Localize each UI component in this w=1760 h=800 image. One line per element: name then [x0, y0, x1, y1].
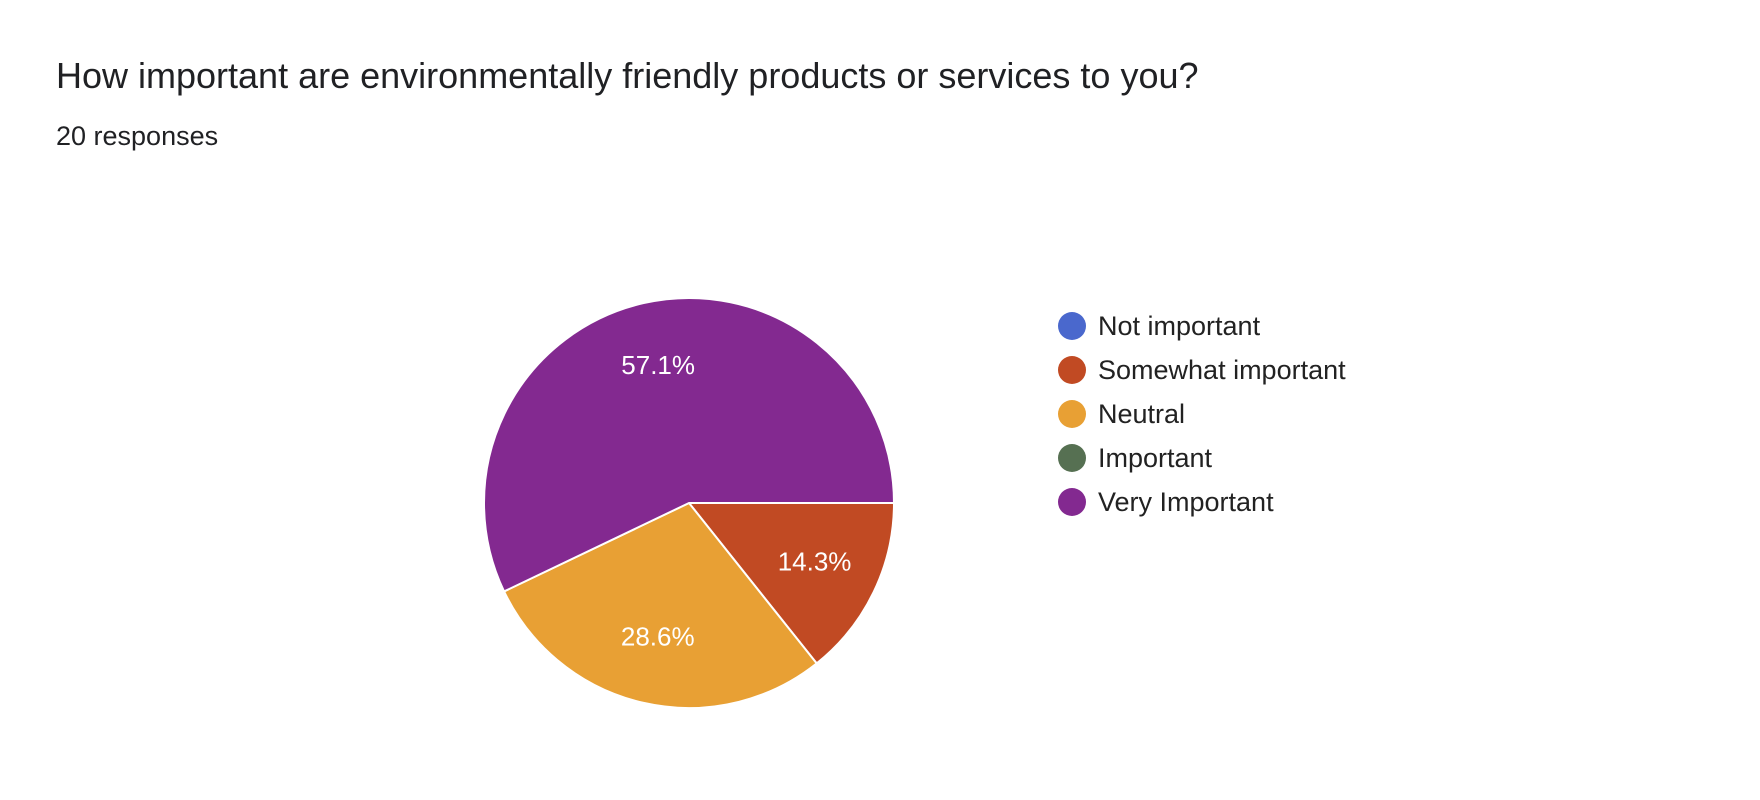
legend-item-very-important[interactable]: Very Important [1058, 480, 1346, 524]
legend-item-somewhat-important[interactable]: Somewhat important [1058, 348, 1346, 392]
legend-label: Important [1098, 443, 1213, 473]
pie-value-label: 57.1% [621, 350, 695, 380]
legend-swatch [1058, 400, 1086, 428]
pie-value-label: 28.6% [621, 622, 695, 652]
legend-swatch [1058, 356, 1086, 384]
legend-label: Very Important [1098, 487, 1274, 517]
response-count: 20 responses [56, 121, 219, 151]
legend-label: Not important [1098, 311, 1261, 341]
legend-swatch [1058, 444, 1086, 472]
pie-value-label: 14.3% [778, 546, 852, 576]
chart-legend: Not important Somewhat important Neutral Im… [1058, 304, 1346, 524]
legend-label: Neutral [1098, 399, 1186, 429]
legend-item-not-important[interactable]: Not important [1058, 304, 1346, 348]
pie-slice-very-important[interactable] [483, 297, 896, 593]
pie-slice-somewhat-important[interactable] [686, 502, 896, 665]
legend-swatch [1058, 488, 1086, 516]
chart-title: How important are environmentally friend… [56, 55, 1199, 96]
legend-label: Somewhat important [1098, 355, 1346, 385]
legend-swatch [1058, 312, 1086, 340]
legend-item-neutral[interactable]: Neutral [1058, 392, 1346, 436]
legend-item-important[interactable]: Important [1058, 436, 1346, 480]
